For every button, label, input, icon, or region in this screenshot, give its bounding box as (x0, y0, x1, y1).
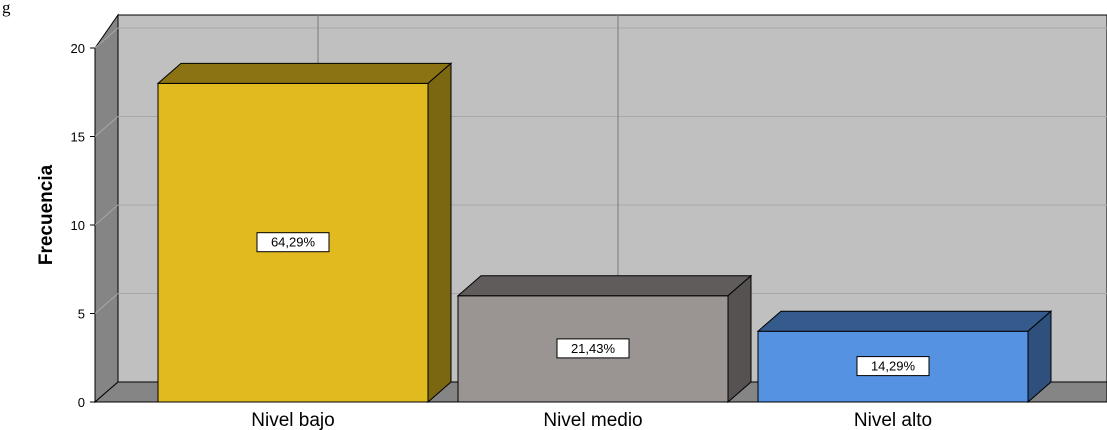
data-label-box (556, 338, 630, 359)
y-axis-label: Frecuencia (36, 164, 57, 265)
y-tick-label: 20 (71, 41, 85, 56)
category-label: Nivel alto (854, 410, 932, 430)
bar-top (156, 62, 453, 84)
x-axis-categories: Nivel bajo Nivel medio Nivel alto (251, 410, 932, 430)
data-label-1: 64,29% (256, 232, 330, 253)
data-label-2: 21,43% (556, 338, 630, 359)
data-label-text: 21,43% (571, 341, 616, 356)
y-tick-label: 5 (78, 307, 85, 322)
bar-2 (456, 274, 753, 404)
data-label-box (856, 356, 930, 377)
y-tick-label: 0 (78, 395, 85, 410)
data-label-box (256, 232, 330, 253)
y-tick-label: 10 (71, 218, 85, 233)
gridline-side (94, 116, 119, 137)
gridline-side (94, 293, 119, 314)
bar-top (456, 275, 753, 297)
y-tick-label: 15 (71, 130, 85, 145)
data-labels: 64,29% 21,43% 14,29% (256, 232, 930, 377)
data-label-text: 14,29% (871, 359, 916, 374)
y-axis-ticks: 0 5 10 15 20 (71, 41, 95, 410)
category-label: Nivel bajo (251, 410, 334, 430)
bar-side (1027, 310, 1052, 404)
data-label-text: 64,29% (271, 235, 316, 250)
bar-top (756, 310, 1053, 332)
gridline-side (94, 27, 119, 49)
gridline-side (94, 204, 119, 226)
data-label-3: 14,29% (856, 356, 930, 377)
bar-side (727, 274, 752, 404)
bar-side (427, 62, 452, 404)
category-label: Nivel medio (543, 410, 642, 430)
corner-text: g (2, 0, 11, 17)
